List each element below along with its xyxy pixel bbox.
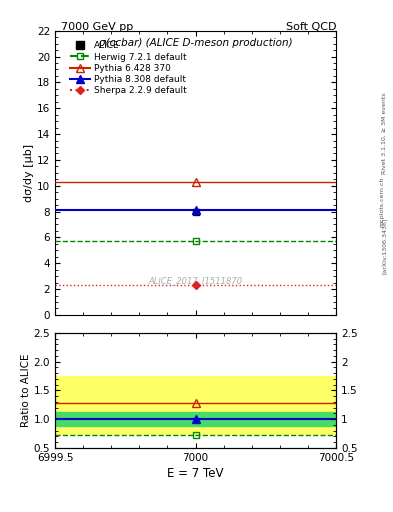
Legend: ALICE, Herwig 7.2.1 default, Pythia 6.428 370, Pythia 8.308 default, Sherpa 2.2.: ALICE, Herwig 7.2.1 default, Pythia 6.42… [68, 39, 189, 97]
Y-axis label: Ratio to ALICE: Ratio to ALICE [21, 354, 31, 427]
Text: σ(ccbar) (ALICE D-meson production): σ(ccbar) (ALICE D-meson production) [99, 38, 292, 48]
Bar [55, 412, 336, 426]
X-axis label: E = 7 TeV: E = 7 TeV [167, 467, 224, 480]
Bar [55, 376, 336, 434]
Text: Soft QCD: Soft QCD [286, 22, 336, 32]
Y-axis label: dσ∕dy [μb]: dσ∕dy [μb] [24, 144, 34, 202]
Text: 7000 GeV pp: 7000 GeV pp [61, 22, 133, 32]
Text: [arXiv:1306.3436]: [arXiv:1306.3436] [382, 218, 387, 274]
Text: ALICE_2017_I1511870: ALICE_2017_I1511870 [149, 276, 242, 285]
Text: mcplots.cern.ch: mcplots.cern.ch [379, 177, 384, 227]
Text: Rivet 3.1.10, ≥ 3M events: Rivet 3.1.10, ≥ 3M events [382, 92, 387, 174]
